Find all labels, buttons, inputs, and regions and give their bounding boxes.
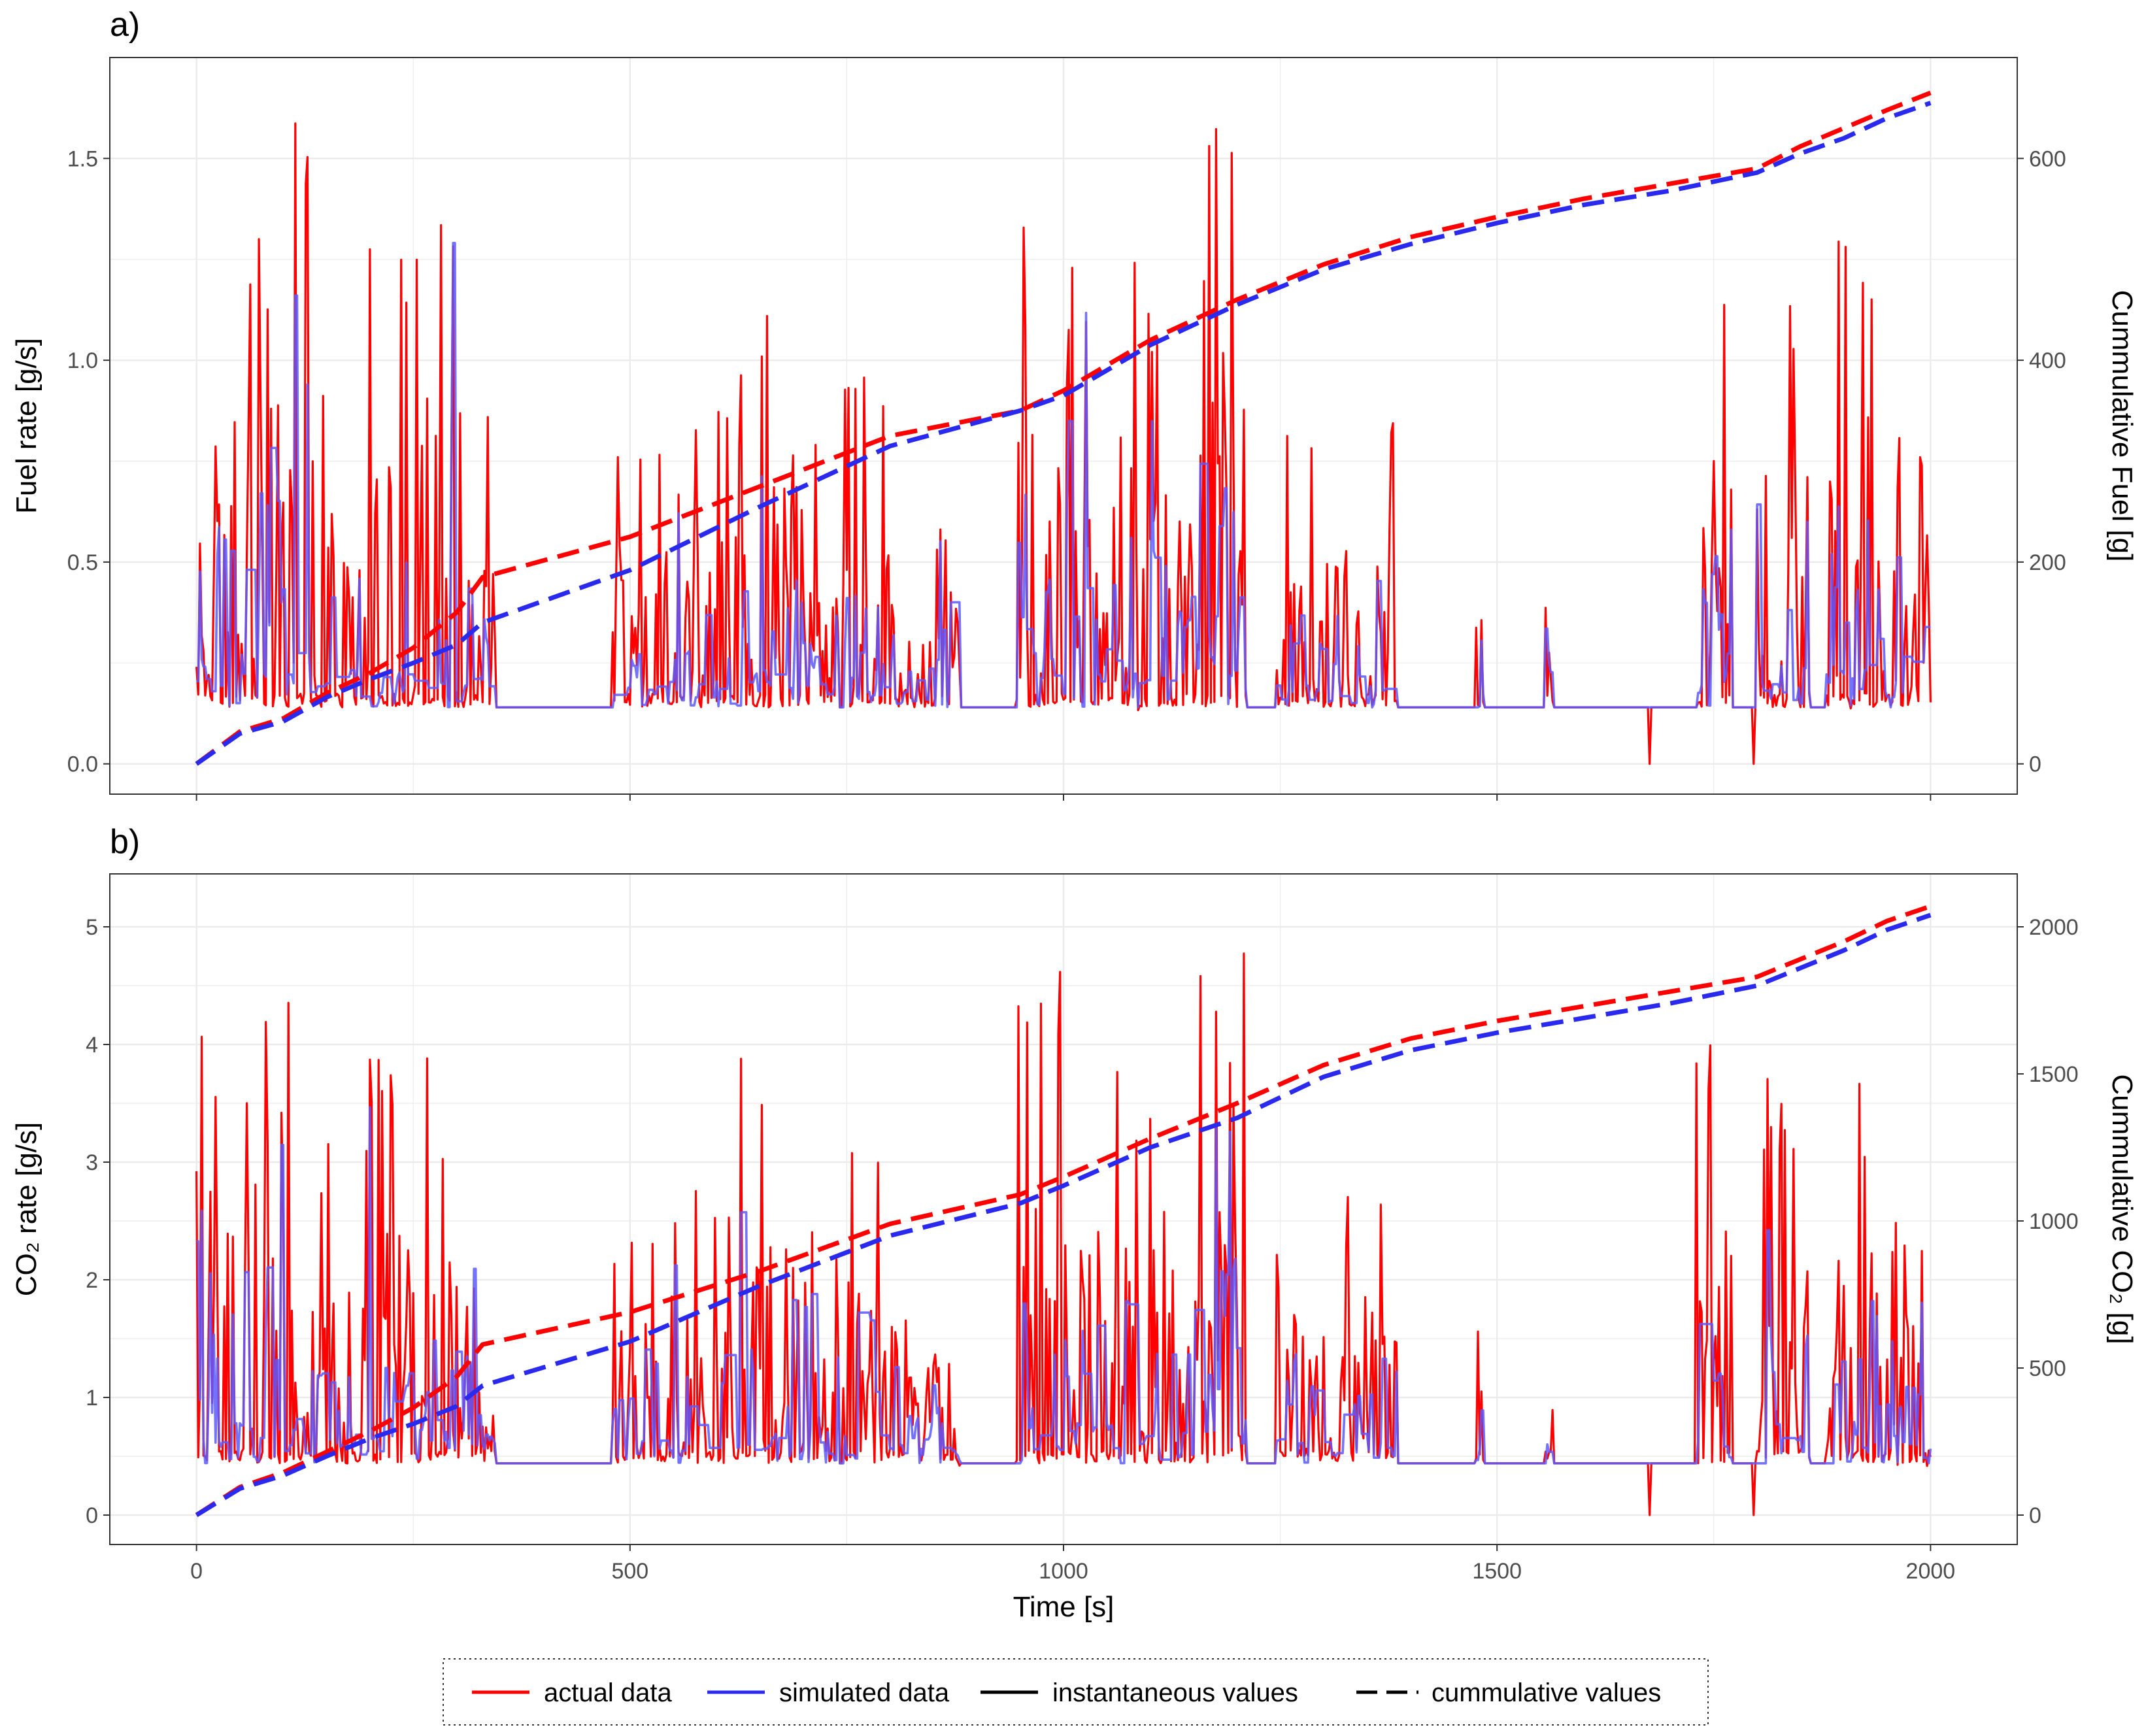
x-axis-ticks-fuel <box>195 794 1932 801</box>
x-tick-label: 500 <box>611 1559 648 1584</box>
x-tick-label: 1000 <box>1039 1559 1088 1584</box>
y2-tick-label: 2000 <box>2029 915 2079 940</box>
y-tick-label: 0.5 <box>67 550 98 575</box>
y2-axis-title-co2: Cummulative CO₂ [g] <box>2106 1074 2138 1344</box>
panel-label-b: b) <box>110 823 140 861</box>
series-simulated-instantaneous <box>196 242 1931 709</box>
panel-co2: b) 0 1 2 3 4 5 0 500 1000 1500 2000 0 500 1000 1500 2… <box>10 823 2138 1623</box>
series-simulated-cumulative <box>195 101 1932 766</box>
y-tick-label: 0.0 <box>67 752 98 777</box>
series-simulated-instantaneous <box>196 1106 1932 1465</box>
legend-box <box>443 1658 1709 1726</box>
series-actual-cumulative <box>195 90 1932 766</box>
legend-item-cumulative: cummulative values <box>1356 1678 1661 1707</box>
x-tick-label: 2000 <box>1906 1559 1956 1584</box>
y2-axis-fuel: 0 200 400 600 <box>2017 146 2066 777</box>
legend-label-actual: actual data <box>544 1678 672 1707</box>
legend: actual data simulated data instantaneous… <box>443 1658 1709 1726</box>
y-tick-label: 3 <box>86 1150 98 1175</box>
y2-tick-label: 0 <box>2029 752 2041 777</box>
y-tick-label: 0 <box>86 1503 98 1528</box>
y-tick-label: 1.5 <box>67 146 98 171</box>
y2-tick-label: 1500 <box>2029 1062 2079 1087</box>
panel-fuel: a) 0.0 0.5 1.0 1.5 0 200 400 600 Fuel rate [g/… <box>10 6 2138 801</box>
series-simulated-cumulative <box>195 912 1932 1517</box>
x-axis-title: Time [s] <box>1013 1591 1115 1623</box>
plot-area-co2 <box>195 904 1932 1517</box>
legend-item-instantaneous: instantaneous values <box>981 1678 1298 1707</box>
x-tick-label: 1500 <box>1472 1559 1522 1584</box>
panel-label-a: a) <box>110 6 140 44</box>
y-axis-fuel: 0.0 0.5 1.0 1.5 <box>67 146 110 777</box>
plot-clip-fuel <box>195 90 1932 766</box>
y2-axis-co2: 0 500 1000 1500 2000 <box>2017 915 2079 1528</box>
legend-label-instantaneous: instantaneous values <box>1052 1678 1298 1707</box>
x-tick-label: 0 <box>190 1559 203 1584</box>
y2-tick-label: 0 <box>2029 1503 2041 1528</box>
plot-area-fuel <box>195 90 1932 766</box>
y2-tick-label: 1000 <box>2029 1209 2079 1234</box>
legend-label-simulated: simulated data <box>779 1678 950 1707</box>
y2-tick-label: 200 <box>2029 550 2066 575</box>
y-tick-label: 1.0 <box>67 348 98 373</box>
y-tick-label: 1 <box>86 1386 98 1410</box>
legend-item-simulated: simulated data <box>707 1678 950 1707</box>
y-tick-label: 2 <box>86 1268 98 1293</box>
y2-tick-label: 400 <box>2029 348 2066 373</box>
y2-tick-label: 500 <box>2029 1356 2066 1381</box>
series-actual-cumulative <box>195 904 1932 1517</box>
legend-label-cumulative: cummulative values <box>1432 1678 1661 1707</box>
y-tick-label: 4 <box>86 1033 98 1058</box>
y-axis-co2: 0 1 2 3 4 5 <box>86 915 110 1528</box>
x-axis-ticks-co2: 0 500 1000 1500 2000 <box>190 1544 1955 1584</box>
y2-tick-label: 600 <box>2029 146 2066 171</box>
y-tick-label: 5 <box>86 915 98 940</box>
plot-clip-co2 <box>195 904 1932 1517</box>
y-axis-title-fuel: Fuel rate [g/s] <box>10 338 42 514</box>
y2-axis-title-fuel: Cummulative Fuel [g] <box>2106 290 2138 562</box>
y-axis-title-co2: CO₂ rate [g/s] <box>10 1122 42 1297</box>
legend-item-actual: actual data <box>472 1678 672 1707</box>
